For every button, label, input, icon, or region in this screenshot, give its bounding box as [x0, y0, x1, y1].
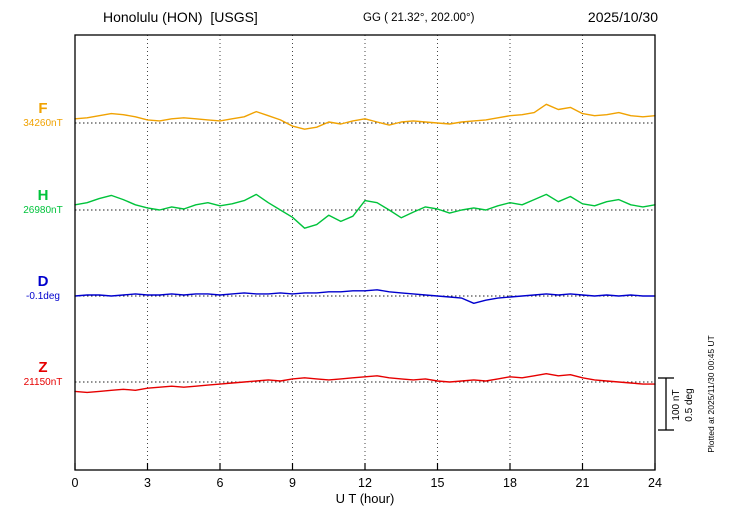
trace-F: [74, 103, 656, 130]
x-tick-label-3: 3: [144, 476, 151, 490]
x-tick-label-12: 12: [358, 476, 372, 490]
series-label-Z: Z 21150nT: [12, 360, 74, 388]
station-title: Honolulu (HON) [USGS]: [103, 9, 258, 25]
trace-D: [74, 289, 656, 304]
x-tick-label-21: 21: [576, 476, 590, 490]
x-tick-label-6: 6: [217, 476, 224, 490]
scale-bar-deg: 0.5 deg: [683, 388, 695, 422]
series-letter-Z: Z: [38, 359, 48, 376]
series-letter-H: H: [37, 187, 49, 204]
series-label-D: D -0.1deg: [12, 274, 74, 302]
series-label-F: F 34260nT: [12, 101, 74, 129]
series-label-H: H 26980nT: [12, 188, 74, 216]
plot-border: [74, 34, 656, 471]
plot-date: 2025/10/30: [587, 9, 658, 25]
x-tick-label-15: 15: [431, 476, 445, 490]
series-baseline-value-F: 34260nT: [23, 117, 63, 129]
series-baseline-value-H: 26980nT: [23, 204, 63, 216]
x-tick-label-0: 0: [72, 476, 79, 490]
x-axis-title: U T (hour): [336, 491, 395, 506]
x-tick-label-24: 24: [648, 476, 662, 490]
plotted-at-note: Plotted at 2025/11/30 00:45 UT: [706, 335, 716, 453]
x-tick-label-18: 18: [503, 476, 517, 490]
series-baseline-value-Z: 21150nT: [23, 376, 63, 388]
series-baseline-value-D: -0.1deg: [26, 290, 60, 302]
x-tick-label-9: 9: [289, 476, 296, 490]
scale-bar-nt: 100 nT: [671, 389, 682, 421]
trace-H: [74, 193, 656, 229]
geographic-coordinates: GG ( 21.32°, 202.00°): [363, 12, 475, 24]
scale-bar-text: 100 nT 0.5 deg: [671, 365, 701, 445]
series-letter-D: D: [37, 273, 49, 290]
trace-Z: [74, 373, 656, 394]
series-letter-F: F: [38, 100, 48, 117]
